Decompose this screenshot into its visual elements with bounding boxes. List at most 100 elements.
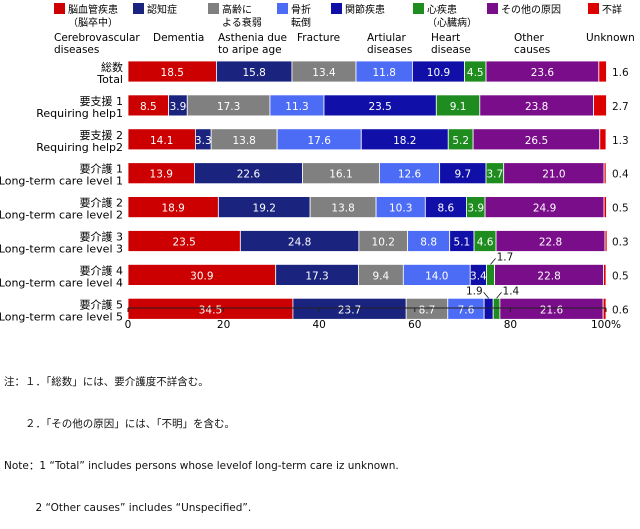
- data-label: 3.4: [470, 270, 487, 282]
- data-label: 21.0: [542, 169, 565, 181]
- legend-label: よる衰弱: [222, 16, 262, 29]
- data-label: 8.7: [419, 304, 436, 316]
- row-label-jp: 要介護 4: [80, 263, 124, 277]
- row-label-en: Requiring help1: [36, 107, 123, 120]
- data-label: 18.5: [161, 67, 184, 79]
- data-label: 0.5: [612, 203, 629, 215]
- data-label: 11.3: [285, 101, 308, 113]
- row-label-jp: 要介護 2: [80, 196, 124, 210]
- data-label: 26.5: [525, 135, 548, 147]
- data-label: 8.5: [140, 101, 157, 113]
- leader-line: [490, 258, 496, 265]
- legend-label: その他の原因: [501, 3, 561, 16]
- data-label: 4.5: [467, 67, 484, 79]
- data-label: 3.3: [195, 135, 212, 147]
- data-label: 3.9: [467, 203, 484, 215]
- row-label-en: Long-term care level 4: [0, 276, 123, 289]
- legend-swatch: [413, 3, 424, 14]
- bar-segment: [598, 60, 607, 83]
- series-header: Artiular: [367, 32, 407, 44]
- legend-label: 高齢に: [222, 3, 252, 16]
- series-header: diseases: [367, 44, 412, 56]
- legend-label: （心臓病）: [427, 16, 477, 29]
- bar-segment: [599, 128, 607, 151]
- data-label: 1.4: [503, 285, 520, 297]
- series-header: Other: [514, 32, 544, 44]
- note-line: Note：1 “Total” includes persons whose le…: [4, 460, 399, 472]
- x-tick-label: 20: [217, 319, 230, 331]
- row-label-en: Long-term care level 3: [0, 243, 123, 256]
- row-label-en: Long-term care level 5: [0, 310, 123, 323]
- series-header: causes: [514, 44, 550, 56]
- row-label-en: Long-term care level 2: [0, 209, 123, 222]
- data-label: 30.9: [190, 270, 213, 282]
- data-label: 23.5: [172, 237, 195, 249]
- data-label: 0.5: [612, 270, 629, 282]
- legend-label: 脳血管疾患: [68, 3, 118, 16]
- legend-swatch: [54, 3, 65, 14]
- data-label: 17.3: [305, 270, 328, 282]
- data-label: 1.9: [466, 285, 483, 297]
- legend-label: 骨折: [291, 3, 311, 16]
- legend-label: 転倒: [291, 17, 311, 29]
- data-label: 17.3: [217, 101, 240, 113]
- x-tick-label: 0: [125, 319, 132, 331]
- bar-segment: [603, 263, 607, 286]
- data-label: 9.7: [454, 169, 471, 181]
- x-tick-label: 80: [504, 319, 517, 331]
- legend-swatch: [487, 3, 498, 14]
- bar-segment: [486, 263, 496, 286]
- row-label-en: Long-term care level 1: [0, 175, 123, 188]
- series-header: diseases: [54, 44, 99, 56]
- data-label: 15.8: [242, 67, 265, 79]
- legend-label: 不詳: [602, 3, 622, 16]
- data-label: 4.6: [477, 237, 494, 249]
- legend-label: 認知症: [147, 3, 177, 16]
- data-label: 23.8: [525, 101, 548, 113]
- data-label: 17.6: [308, 135, 332, 147]
- data-label: 10.3: [389, 203, 412, 215]
- data-label: 23.6: [531, 67, 555, 79]
- row-label-jp: 要支援 2: [80, 128, 124, 142]
- data-label: 0.3: [612, 237, 629, 249]
- data-label: 19.2: [253, 203, 276, 215]
- x-tick-label: 100%: [591, 319, 621, 331]
- data-label: 2.7: [612, 101, 629, 113]
- data-label: 24.8: [288, 237, 311, 249]
- series-header: to aripe age: [218, 44, 282, 56]
- data-label: 10.9: [427, 67, 450, 79]
- leader-line: [496, 292, 502, 299]
- series-header: Dementia: [153, 32, 204, 44]
- data-label: 12.6: [398, 169, 422, 181]
- row-label-en: Total: [96, 73, 123, 86]
- data-label: 10.2: [372, 237, 395, 249]
- data-label: 13.4: [312, 67, 336, 79]
- legend-swatch: [331, 3, 342, 14]
- legend-swatch: [588, 3, 599, 14]
- data-label: 14.1: [150, 135, 173, 147]
- data-label: 1.7: [497, 251, 514, 263]
- data-label: 18.9: [161, 203, 184, 215]
- series-header: Cerebrovascular: [54, 32, 140, 44]
- data-label: 0.4: [612, 169, 629, 181]
- data-label: 13.9: [150, 169, 173, 181]
- data-label: 5.2: [452, 135, 469, 147]
- data-label: 22.6: [237, 169, 261, 181]
- data-label: 1.3: [612, 135, 629, 147]
- data-label: 5.1: [454, 237, 471, 249]
- x-tick-label: 40: [313, 319, 326, 331]
- bar-segment: [483, 297, 494, 320]
- series-header: disease: [431, 44, 471, 56]
- row-label-jp: 総数: [101, 60, 123, 74]
- chart-notes: 注：１．「総数」には、要介護度不詳含む。 ２．「その他の原因」には、「不明」を含…: [4, 347, 399, 529]
- bar-segment: [593, 94, 607, 117]
- data-label: 24.9: [533, 203, 556, 215]
- data-label: 11.8: [373, 67, 396, 79]
- row-label-en: Requiring help2: [36, 141, 123, 154]
- row-label-jp: 要介護 1: [80, 162, 124, 176]
- data-label: 22.8: [537, 270, 560, 282]
- data-label: 23.5: [368, 101, 391, 113]
- data-label: 18.2: [393, 135, 416, 147]
- data-label: 34.5: [199, 304, 222, 316]
- bar-segment: [603, 162, 607, 185]
